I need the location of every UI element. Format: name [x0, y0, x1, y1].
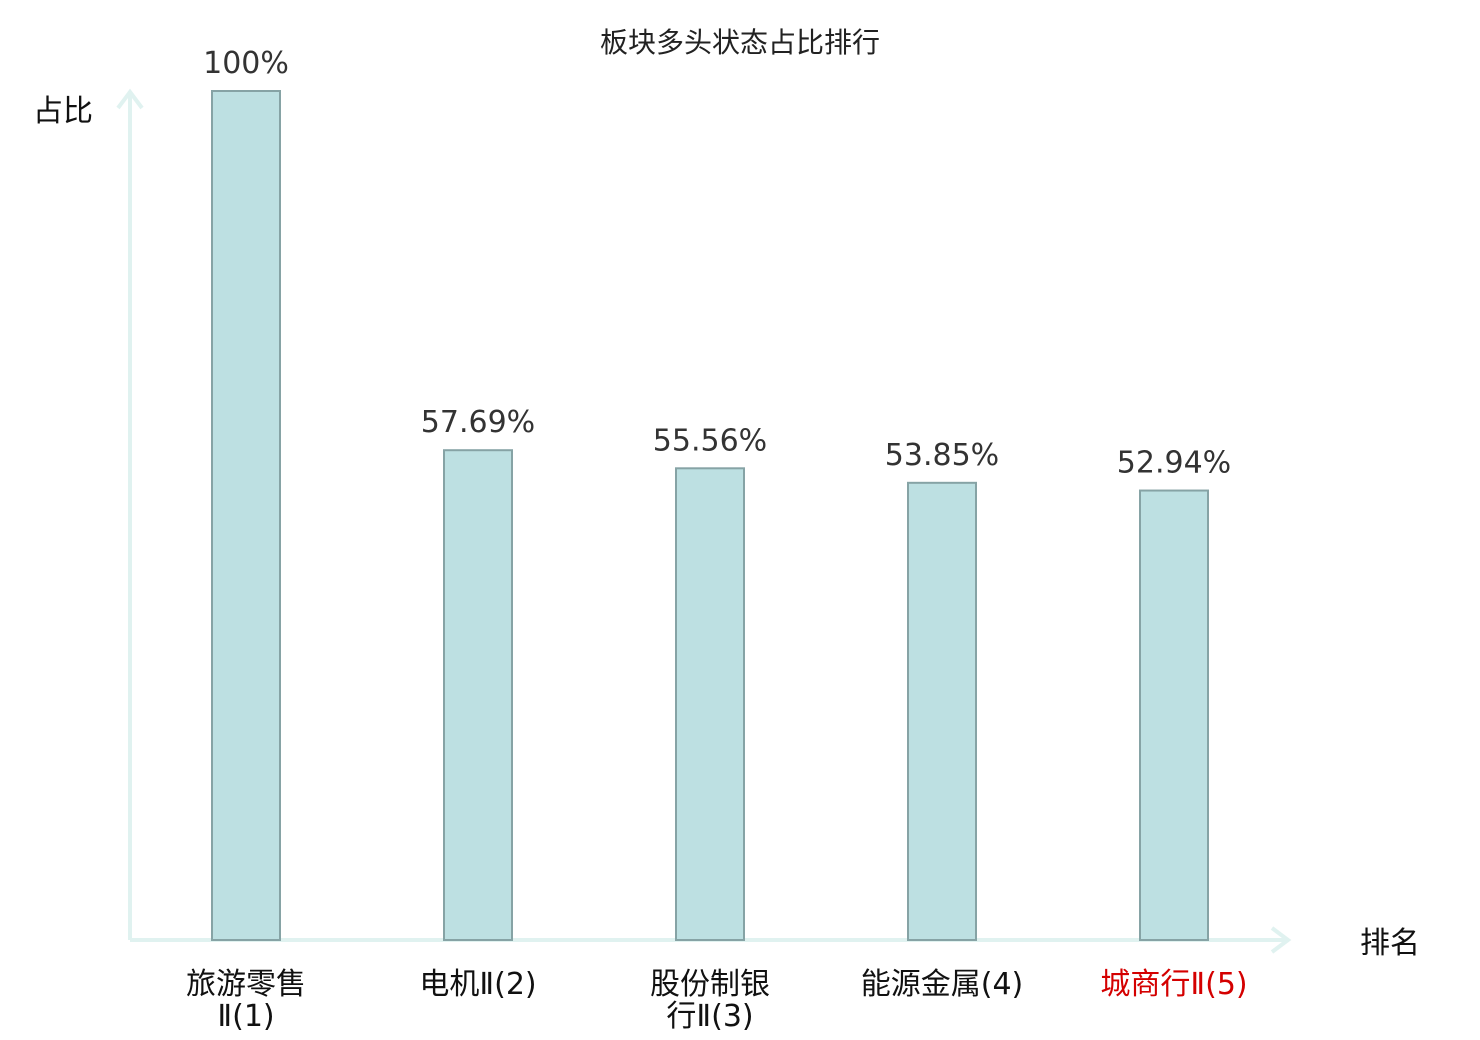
bar-value-label: 100% [203, 46, 289, 81]
x-axis-arrow-icon [1270, 926, 1292, 954]
x-axis-label: 排名 [1360, 926, 1420, 961]
category-label: 能源金属(4) [861, 967, 1024, 1002]
bar [443, 449, 513, 941]
bar-value-label: 52.94% [1117, 446, 1231, 481]
category-label: Ⅱ(1) [217, 999, 274, 1034]
category-label: 城商行Ⅱ(5) [1100, 967, 1247, 1002]
bar-value-label: 53.85% [885, 438, 999, 473]
y-axis-label: 占比 [33, 94, 93, 129]
bar [1139, 489, 1209, 941]
bar-value-label: 55.56% [653, 423, 767, 458]
bar [907, 481, 977, 941]
chart-title: 板块多头状态占比排行 [600, 26, 880, 59]
y-axis-arrow-icon [116, 88, 144, 110]
category-label: 电机Ⅱ(2) [419, 967, 536, 1002]
bar [675, 467, 745, 941]
bar [211, 90, 281, 941]
bar-value-label: 57.69% [421, 405, 535, 440]
category-label: 行Ⅱ(3) [666, 999, 753, 1034]
category-label: 旅游零售 [186, 967, 306, 1002]
category-label: 股份制银 [650, 967, 770, 1002]
